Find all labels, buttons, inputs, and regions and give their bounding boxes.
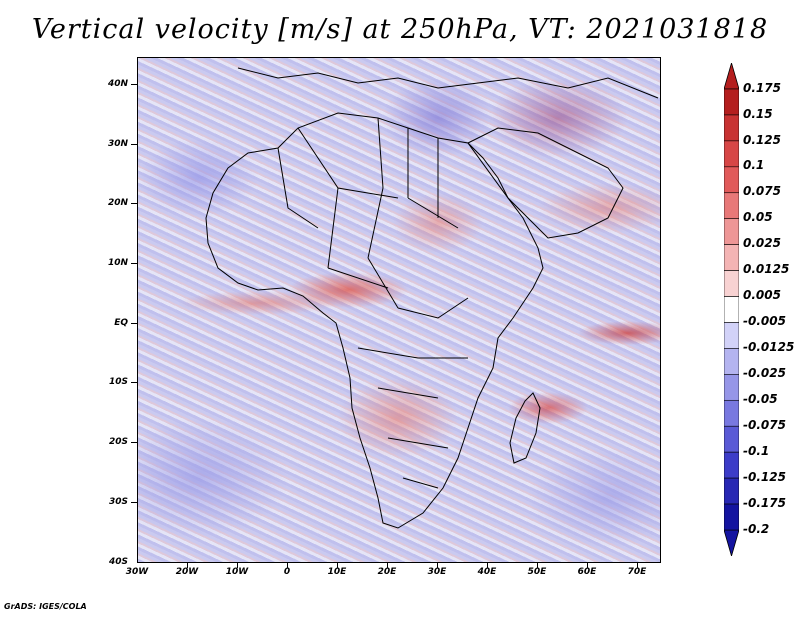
colorbar-swatch	[724, 503, 739, 531]
lat-tick	[131, 442, 137, 443]
lat-label: EQ	[114, 318, 128, 328]
lon-tick	[537, 563, 538, 568]
colorbar-swatch	[724, 192, 739, 220]
arabia-coastline	[467, 127, 624, 239]
colorbar-label: 0.075	[743, 184, 781, 198]
colorbar-label: -0.1	[743, 444, 770, 458]
grads-credit: GrADS: IGES/COLA	[4, 602, 87, 611]
colorbar-swatch	[724, 477, 739, 505]
lon-label: 50E	[527, 567, 547, 577]
colorbar-swatch	[724, 140, 739, 168]
lat-label: 20S	[108, 437, 128, 447]
lat-label: 40N	[107, 79, 128, 89]
colorbar-swatch	[724, 244, 739, 271]
vertical-velocity-field	[138, 58, 660, 562]
colorbar-swatch	[724, 322, 739, 349]
lon-tick	[437, 563, 438, 568]
lat-label: 30S	[108, 497, 128, 507]
colorbar-label: 0.125	[743, 133, 781, 147]
colorbar-swatch	[724, 425, 739, 453]
lon-label: 30E	[427, 567, 447, 577]
lat-tick	[131, 323, 137, 324]
colorbar-label: -0.2	[743, 522, 770, 536]
chart-title: Vertical velocity [m/s] at 250hPa, VT: 2…	[31, 14, 769, 45]
lon-label: 40E	[477, 567, 497, 577]
colorbar-label: -0.075	[743, 418, 786, 432]
colorbar-swatch	[724, 166, 739, 194]
lon-tick	[637, 563, 638, 568]
colorbar-label: -0.0125	[743, 340, 795, 354]
lat-tick	[131, 263, 137, 264]
colorbar-label: -0.05	[743, 392, 778, 406]
colorbar-label: 0.175	[743, 81, 781, 95]
lon-label: 30W	[125, 567, 149, 577]
lat-label: 10S	[108, 377, 128, 387]
lon-label: 10W	[225, 567, 249, 577]
lat-tick	[131, 502, 137, 503]
lon-tick	[587, 563, 588, 568]
colorbar-label: 0.005	[743, 288, 781, 302]
lon-tick	[287, 563, 288, 568]
country-borders	[277, 117, 469, 489]
lat-tick	[131, 203, 137, 204]
colorbar-label: 0.1	[743, 158, 765, 172]
lat-tick	[131, 84, 137, 85]
lon-tick	[387, 563, 388, 568]
map-panel	[137, 57, 661, 563]
lon-tick	[337, 563, 338, 568]
lon-tick	[487, 563, 488, 568]
africa-coastline	[205, 112, 544, 529]
colorbar-swatch	[724, 374, 739, 401]
coastline-overlay	[205, 67, 659, 529]
lat-tick	[131, 144, 137, 145]
colorbar-label: -0.005	[743, 314, 786, 328]
colorbar-label: 0.15	[743, 107, 773, 121]
lon-label: 20W	[175, 567, 199, 577]
colorbar	[724, 63, 739, 556]
lon-tick	[237, 563, 238, 568]
lon-label: 60E	[577, 567, 597, 577]
colorbar-swatch	[724, 88, 739, 116]
lat-label: 40S	[108, 557, 128, 567]
colorbar-label: 0.05	[743, 210, 773, 224]
colorbar-swatch	[724, 451, 739, 479]
lon-label: 0	[283, 567, 291, 577]
lon-label: 10E	[327, 567, 347, 577]
colorbar-label: -0.175	[743, 496, 786, 510]
colorbar-swatch	[724, 270, 739, 297]
lat-tick	[131, 382, 137, 383]
lat-label: 30N	[107, 139, 128, 149]
colorbar-top-arrow	[724, 63, 739, 90]
lat-label: 10N	[107, 258, 128, 268]
colorbar-label: 0.025	[743, 236, 781, 250]
colorbar-bottom-arrow	[724, 529, 739, 556]
colorbar-label: -0.025	[743, 366, 786, 380]
colorbar-swatch	[724, 348, 739, 375]
europe-coastline	[237, 67, 659, 99]
colorbar-swatch	[724, 114, 739, 142]
colorbar-swatch	[724, 296, 739, 323]
colorbar-label: -0.125	[743, 470, 786, 484]
lon-label: 20E	[377, 567, 397, 577]
colorbar-label: 0.0125	[743, 262, 790, 276]
colorbar-swatch	[724, 399, 739, 427]
lon-tick	[187, 563, 188, 568]
lon-label: 70E	[627, 567, 647, 577]
lat-label: 20N	[107, 198, 128, 208]
madagascar-coastline	[509, 392, 541, 464]
colorbar-swatch	[724, 218, 739, 245]
